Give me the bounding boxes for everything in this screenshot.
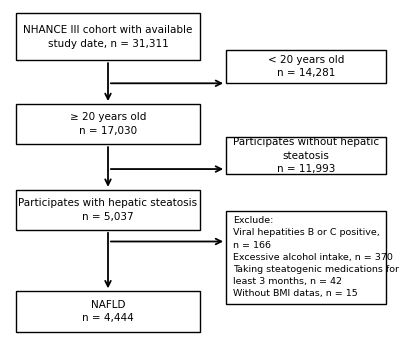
FancyBboxPatch shape: [226, 211, 386, 303]
Text: NHANCE III cohort with available
study date, n = 31,311: NHANCE III cohort with available study d…: [23, 25, 193, 49]
Text: < 20 years old
n = 14,281: < 20 years old n = 14,281: [268, 55, 344, 78]
Text: Exclude:
Viral hepatities B or C positive,
n = 166
Excessive alcohol intake, n =: Exclude: Viral hepatities B or C positiv…: [233, 216, 400, 298]
FancyBboxPatch shape: [16, 104, 200, 144]
FancyBboxPatch shape: [226, 50, 386, 83]
Text: NAFLD
n = 4,444: NAFLD n = 4,444: [82, 300, 134, 323]
FancyBboxPatch shape: [226, 137, 386, 174]
Text: Participates with hepatic steatosis
n = 5,037: Participates with hepatic steatosis n = …: [18, 198, 198, 222]
FancyBboxPatch shape: [16, 190, 200, 230]
Text: ≥ 20 years old
n = 17,030: ≥ 20 years old n = 17,030: [70, 112, 146, 136]
FancyBboxPatch shape: [16, 13, 200, 60]
Text: Participates without hepatic
steatosis
n = 11,993: Participates without hepatic steatosis n…: [233, 137, 379, 174]
FancyBboxPatch shape: [16, 291, 200, 332]
